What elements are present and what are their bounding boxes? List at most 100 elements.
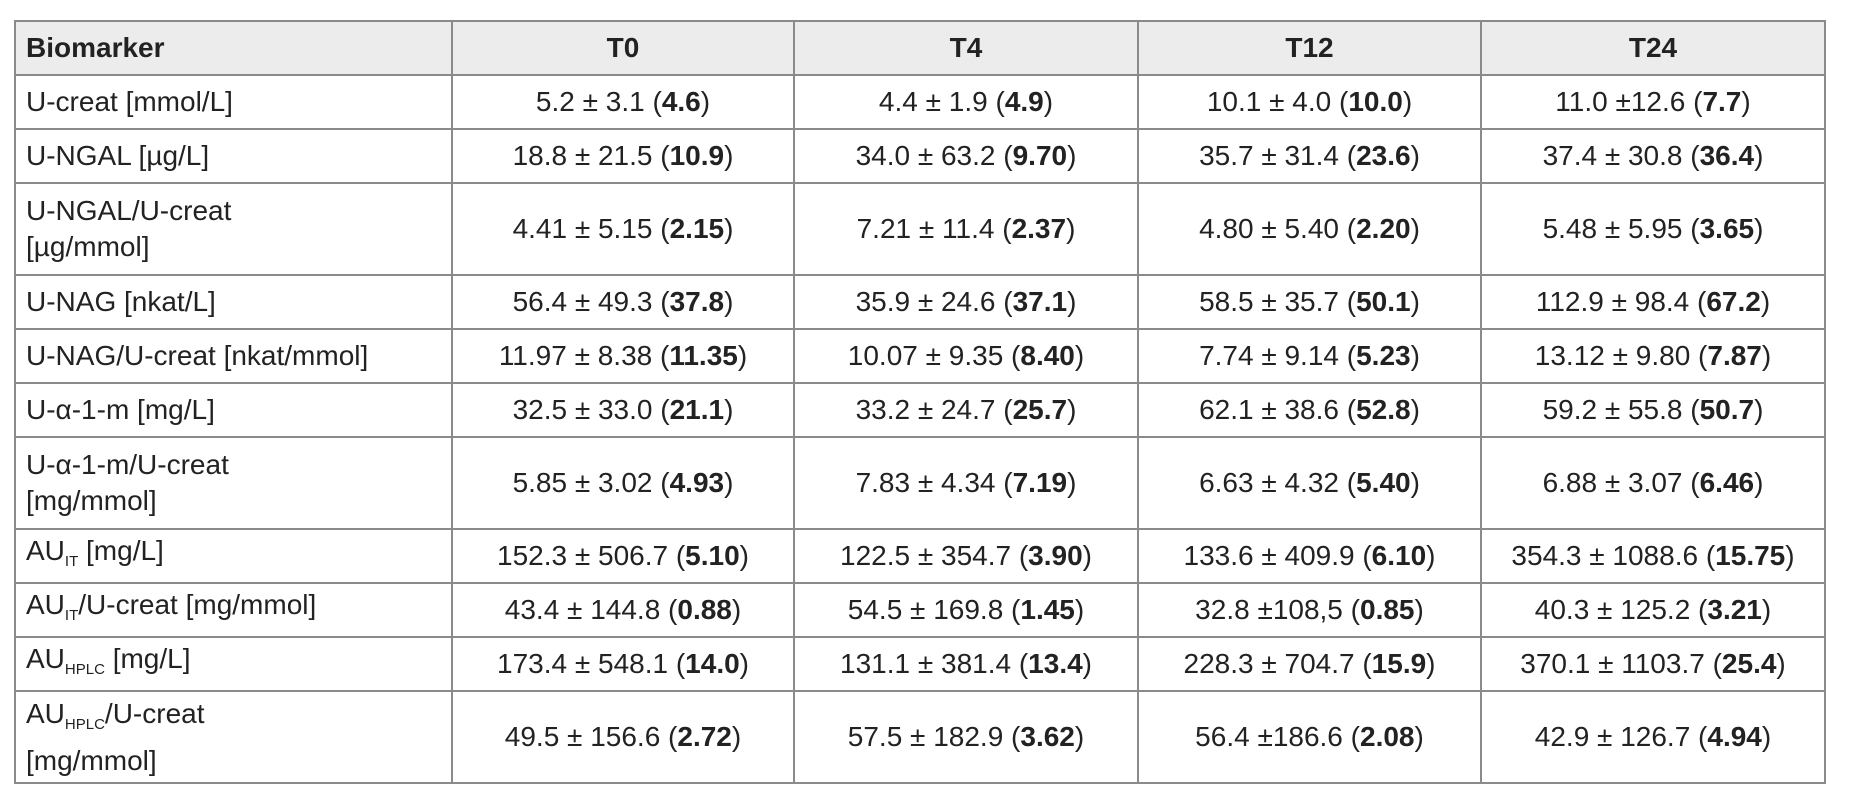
value-cell: 37.4 ± 30.8 (36.4) — [1480, 128, 1826, 184]
paren: ) — [731, 721, 742, 752]
median: 9.70 — [1012, 140, 1068, 171]
paren: ) — [731, 594, 742, 625]
value-cell: 11.0 ±12.6 (7.7) — [1480, 74, 1826, 130]
header-cell: T4 — [793, 20, 1139, 76]
median: 14.0 — [685, 648, 740, 679]
value-cell: 5.48 ± 5.95 (3.65) — [1480, 182, 1826, 276]
label-text: U-α-1-m/U-creat — [26, 449, 229, 480]
mean-sd: 43.4 ± 144.8 ( — [504, 594, 678, 625]
value-cell: 5.85 ± 3.02 (4.93) — [451, 436, 795, 530]
mean-sd: 18.8 ± 21.5 ( — [512, 140, 670, 171]
mean-sd: 62.1 ± 38.6 ( — [1199, 394, 1357, 425]
paren: ) — [724, 467, 734, 498]
label-text: U-NAG/U-creat [nkat/mmol] — [26, 340, 369, 371]
mean-sd: 4.80 ± 5.40 ( — [1199, 213, 1357, 244]
paren: ) — [1067, 140, 1077, 171]
table-row: U-α-1-m/U-creat [mg/mmol] 5.85 ± 3.02 (4.9… — [14, 436, 1826, 530]
mean-sd: 122.5 ± 354.7 ( — [840, 540, 1029, 571]
mean-sd: 228.3 ± 704.7 ( — [1183, 648, 1372, 679]
paren: ) — [700, 86, 711, 117]
table-body: U-creat [mmol/L] 5.2 ± 3.1 (4.6) 4.4 ± 1.9… — [14, 74, 1826, 784]
mean-sd: 57.5 ± 182.9 ( — [847, 721, 1021, 752]
median: 10.0 — [1348, 86, 1403, 117]
value-cell: 10.07 ± 9.35 (8.40) — [793, 328, 1139, 384]
row-label: AUIT/U-creat [mg/mmol] — [14, 582, 453, 638]
paren: ) — [1761, 594, 1772, 625]
paren: ) — [1741, 86, 1751, 117]
value-cell: 62.1 ± 38.6 (52.8) — [1137, 382, 1482, 438]
header-row: Biomarker T0 T4 T12 T24 — [14, 20, 1826, 76]
paren: ) — [724, 286, 734, 317]
median: 11.35 — [669, 340, 738, 371]
paren: ) — [1067, 394, 1077, 425]
subscript: HPLC — [64, 660, 105, 678]
mean-sd: 173.4 ± 548.1 ( — [497, 648, 686, 679]
median: 2.08 — [1360, 721, 1415, 752]
value-cell: 57.5 ± 182.9 (3.62) — [793, 690, 1139, 784]
paren: ) — [1754, 213, 1764, 244]
paren: ) — [1066, 213, 1076, 244]
median: 6.46 — [1699, 467, 1755, 498]
value-cell: 33.2 ± 24.7 (25.7) — [793, 382, 1139, 438]
median: 25.7 — [1012, 394, 1068, 425]
value-cell: 49.5 ± 156.6 (2.72) — [451, 690, 795, 784]
mean-sd: 4.4 ± 1.9 ( — [878, 86, 1005, 117]
subscript: IT — [64, 552, 79, 570]
value-cell: 4.4 ± 1.9 (4.9) — [793, 74, 1139, 130]
median: 4.93 — [669, 467, 725, 498]
row-label: AUHPLC [mg/L] — [14, 636, 453, 692]
mean-sd: 5.2 ± 3.1 ( — [535, 86, 662, 117]
paren: ) — [1082, 648, 1092, 679]
value-cell: 7.83 ± 4.34 (7.19) — [793, 436, 1139, 530]
paren: ) — [1754, 140, 1764, 171]
paren: ) — [1410, 467, 1420, 498]
median: 37.8 — [669, 286, 725, 317]
table-row: U-NGAL/U-creat [µg/mmol] 4.41 ± 5.15 (2.15… — [14, 182, 1826, 276]
label-text: AU — [26, 534, 65, 566]
median: 3.21 — [1707, 594, 1762, 625]
median: 5.23 — [1356, 340, 1411, 371]
header-cell: Biomarker — [14, 20, 453, 76]
mean-sd: 4.41 ± 5.15 ( — [512, 213, 670, 244]
mean-sd: 131.1 ± 381.4 ( — [840, 648, 1029, 679]
table-row: U-NGAL [µg/L] 18.8 ± 21.5 (10.9) 34.0 ± 63… — [14, 128, 1826, 184]
median: 7.19 — [1012, 467, 1068, 498]
label-text: [mg/L] — [104, 642, 191, 674]
mean-sd: 13.12 ± 9.80 ( — [1534, 340, 1708, 371]
mean-sd: 32.8 ±108,5 ( — [1195, 594, 1360, 625]
value-cell: 34.0 ± 63.2 (9.70) — [793, 128, 1139, 184]
table-row: AUHPLC/U-creat [mg/mmol] 49.5 ± 156.6 (2.7… — [14, 690, 1826, 784]
label-text: AU — [26, 697, 65, 729]
value-cell: 59.2 ± 55.8 (50.7) — [1480, 382, 1826, 438]
table-row: AUIT/U-creat [mg/mmol] 43.4 ± 144.8 (0.88… — [14, 582, 1826, 638]
paren: ) — [1410, 340, 1420, 371]
paren: ) — [724, 213, 734, 244]
median: 21.1 — [669, 394, 725, 425]
label-text: U-creat [mmol/L] — [26, 86, 233, 117]
paren: ) — [1785, 540, 1795, 571]
header-cell: T0 — [451, 20, 795, 76]
paren: ) — [1043, 86, 1054, 117]
row-label: U-creat [mmol/L] — [14, 74, 453, 130]
value-cell: 354.3 ± 1088.6 (15.75) — [1480, 528, 1826, 584]
median: 5.10 — [685, 540, 740, 571]
mean-sd: 6.63 ± 4.32 ( — [1199, 467, 1357, 498]
median: 3.90 — [1028, 540, 1083, 571]
median: 0.85 — [1360, 594, 1415, 625]
value-cell: 6.88 ± 3.07 (6.46) — [1480, 436, 1826, 530]
mean-sd: 370.1 ± 1103.7 ( — [1520, 648, 1722, 679]
value-cell: 4.80 ± 5.40 (2.20) — [1137, 182, 1482, 276]
label-text: [mg/L] — [78, 534, 164, 566]
median: 15.75 — [1715, 540, 1786, 571]
value-cell: 152.3 ± 506.7 (5.10) — [451, 528, 795, 584]
median: 1.45 — [1020, 594, 1075, 625]
paren: ) — [1067, 467, 1077, 498]
value-cell: 5.2 ± 3.1 (4.6) — [451, 74, 795, 130]
paren: ) — [724, 140, 734, 171]
value-cell: 7.21 ± 11.4 (2.37) — [793, 182, 1139, 276]
paren: ) — [737, 340, 748, 371]
paren: ) — [1761, 721, 1772, 752]
median: 7.87 — [1707, 340, 1762, 371]
table-row: U-creat [mmol/L] 5.2 ± 3.1 (4.6) 4.4 ± 1.9… — [14, 74, 1826, 130]
label-text: AU — [26, 588, 65, 620]
